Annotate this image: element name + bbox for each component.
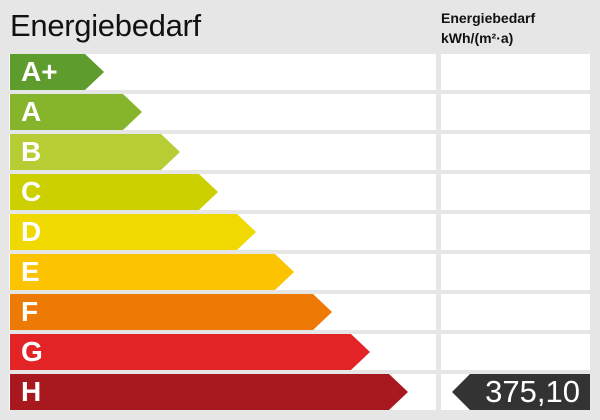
page-title: Energiebedarf [10, 8, 201, 43]
class-arrow: E [10, 254, 294, 290]
class-label: E [21, 256, 40, 287]
class-arrow: A+ [10, 54, 104, 90]
class-arrow: B [10, 134, 180, 170]
value-cell [441, 94, 590, 130]
class-label: A+ [21, 56, 58, 87]
column-header: Energiebedarf kWh/(m²·a) [441, 8, 535, 48]
class-label: B [21, 136, 42, 167]
value-cell [441, 134, 590, 170]
value-cell [441, 294, 590, 330]
class-label: F [21, 296, 39, 327]
class-arrow: A [10, 94, 142, 130]
value-cell [441, 214, 590, 250]
class-label: A [21, 96, 42, 127]
value-cell [441, 174, 590, 210]
class-arrow: D [10, 214, 256, 250]
class-label: H [21, 376, 42, 407]
current-value-badge: 375,10 [452, 374, 590, 410]
class-arrow: H [10, 374, 408, 410]
class-label: G [21, 336, 43, 367]
column-header-unit: kWh/(m²·a) [441, 30, 514, 46]
class-label: C [21, 176, 42, 207]
value-cell [441, 334, 590, 370]
class-arrow: G [10, 334, 370, 370]
class-label: D [21, 216, 42, 247]
column-header-title: Energiebedarf [441, 10, 536, 26]
class-arrow: F [10, 294, 332, 330]
class-arrow: C [10, 174, 218, 210]
value-cell [441, 254, 590, 290]
value-cell [441, 54, 590, 90]
